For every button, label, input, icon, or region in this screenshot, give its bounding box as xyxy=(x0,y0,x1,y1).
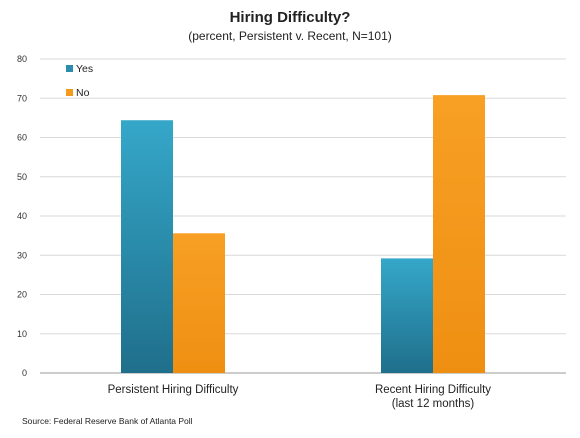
y-tick-label: 10 xyxy=(17,329,27,339)
legend-label-yes: Yes xyxy=(76,63,93,75)
bar-no-2 xyxy=(433,95,485,374)
y-tick-label: 80 xyxy=(17,54,27,64)
y-axis: 0 10 20 30 40 50 60 70 80 xyxy=(17,54,27,378)
x-category-label: (last 12 months) xyxy=(392,398,475,410)
x-category-label: Recent Hiring Difficulty xyxy=(375,384,491,396)
gridlines xyxy=(40,58,566,374)
bar-yes-1 xyxy=(121,120,173,373)
chart-subtitle: (percent, Persistent v. Recent, N=101) xyxy=(188,29,392,43)
chart-title: Hiring Difficulty? xyxy=(230,9,351,26)
y-tick-label: 40 xyxy=(17,211,27,221)
bar-no-1 xyxy=(173,233,225,373)
y-tick-label: 50 xyxy=(17,172,27,182)
y-tick-label: 20 xyxy=(17,290,27,300)
y-tick-label: 60 xyxy=(17,133,27,143)
y-tick-label: 70 xyxy=(17,93,27,103)
source-note: Source: Federal Reserve Bank of Atlanta … xyxy=(22,416,193,426)
legend-swatch-no xyxy=(66,89,73,96)
legend: Yes No xyxy=(66,63,93,99)
bars xyxy=(121,95,485,374)
bar-yes-2 xyxy=(381,258,433,373)
x-category-label: Persistent Hiring Difficulty xyxy=(108,384,239,396)
y-tick-label: 30 xyxy=(17,250,27,260)
legend-swatch-yes xyxy=(66,65,73,72)
y-tick-label: 0 xyxy=(22,368,27,378)
legend-label-no: No xyxy=(76,87,90,99)
x-axis-labels: Persistent Hiring Difficulty Recent Hirin… xyxy=(108,384,492,410)
